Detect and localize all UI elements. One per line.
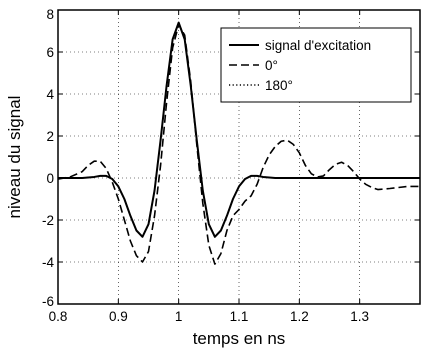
legend-label: 180° bbox=[265, 78, 293, 93]
y-tick-label: 6 bbox=[46, 45, 54, 60]
y-tick-label: 8 bbox=[46, 7, 54, 22]
legend-box bbox=[220, 27, 412, 103]
x-axis-title: temps en ns bbox=[193, 329, 286, 348]
y-tick-label: 2 bbox=[46, 129, 54, 144]
series-line-solid bbox=[58, 21, 420, 238]
y-tick-label: -2 bbox=[42, 213, 54, 228]
y-tick-label: 0 bbox=[46, 171, 54, 186]
x-tick-label: 1.3 bbox=[350, 309, 369, 324]
series-lines bbox=[57, 21, 420, 265]
x-tick-label: 0.8 bbox=[49, 309, 68, 324]
y-tick-label: -4 bbox=[42, 255, 54, 270]
x-tick-label: 1 bbox=[175, 309, 183, 324]
legend-label: signal d'excitation bbox=[265, 38, 371, 53]
y-tick-label: -6 bbox=[42, 294, 54, 309]
x-tick-label: 0.9 bbox=[109, 309, 128, 324]
axis-ticks: 0.8 0.9 1 1.1 1.2 1.3 -6 -4 -2 0 2 4 6 8 bbox=[42, 7, 420, 324]
series-line-dashed bbox=[57, 23, 420, 265]
legend: signal d'excitation 0° 180° bbox=[220, 27, 412, 103]
x-tick-label: 1.2 bbox=[290, 309, 309, 324]
x-tick-label: 1.1 bbox=[230, 309, 249, 324]
legend-label: 0° bbox=[265, 58, 278, 73]
y-tick-label: 4 bbox=[46, 87, 54, 102]
y-axis-title: niveau du signal bbox=[5, 96, 24, 219]
